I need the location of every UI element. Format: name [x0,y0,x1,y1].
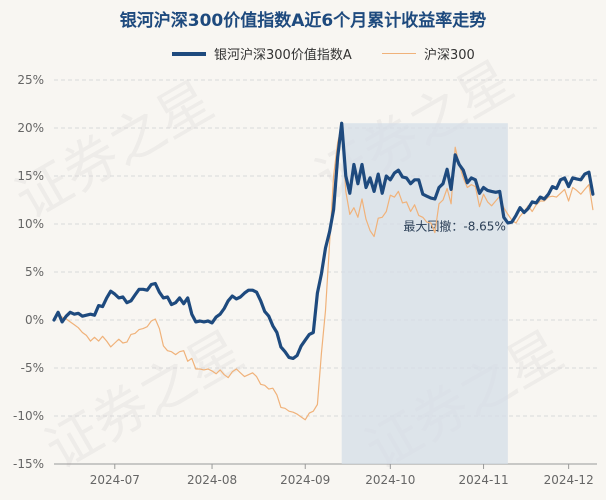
y-tick-label: 5% [25,265,44,279]
x-tick-label: 2024-12 [544,473,594,487]
y-tick-label: -10% [13,409,44,423]
watermark-text: 证券之星 [35,319,254,482]
y-tick-label: -15% [13,457,44,471]
series-line-fund [52,121,595,360]
y-tick-label: 0% [25,313,44,327]
legend-item-index[interactable]: 沪深300 [382,44,475,63]
x-tick-label: 2024-11 [458,473,508,487]
legend: 银河沪深300价值指数A 沪深300 [0,44,606,64]
x-tick-label: 2024-09 [280,473,330,487]
chart-title: 银河沪深300价值指数A近6个月累计收益率走势 [119,11,487,31]
max-drawdown-area [341,123,508,464]
legend-item-fund[interactable]: 银河沪深300价值指数A [172,44,352,63]
y-tick-label: 15% [17,169,44,183]
legend-swatch-fund [172,51,206,56]
x-tick-label: 2024-07 [90,473,140,487]
y-tick-label: -5% [21,361,44,375]
y-tick-label: 25% [17,73,44,87]
y-tick-label: 20% [17,121,44,135]
x-tick-label: 2024-08 [187,473,237,487]
legend-swatch-index [382,53,416,54]
y-tick-label: 10% [17,217,44,231]
x-tick-label: 2024-10 [365,473,415,487]
max-drawdown-label: 最大回撤：-8.65% [403,219,505,234]
watermark-text: 证券之星 [5,69,224,232]
legend-label-index: 沪深300 [424,48,475,63]
legend-label-fund: 银河沪深300价值指数A [214,48,352,63]
